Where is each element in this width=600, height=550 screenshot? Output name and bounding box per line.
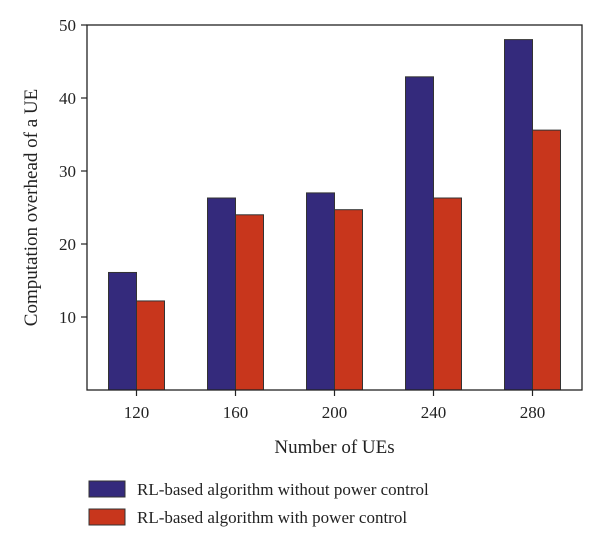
x-tick-label: 280 xyxy=(520,403,546,422)
legend-swatch-with-power-control xyxy=(88,508,126,526)
y-tick-label: 30 xyxy=(59,162,76,181)
y-axis: 10 20 30 40 50 xyxy=(59,16,87,327)
x-axis: 120 160 200 240 280 xyxy=(124,390,546,422)
y-tick-label: 50 xyxy=(59,16,76,35)
bar-without-power-control-240 xyxy=(405,76,434,391)
x-axis-title: Number of UEs xyxy=(274,437,394,458)
bar-without-power-control-120 xyxy=(108,271,137,391)
bar-with-power-control-200 xyxy=(334,209,363,391)
y-axis-title: Computation overhead of a UE xyxy=(21,89,42,326)
y-tick-label: 40 xyxy=(59,89,76,108)
x-tick-label: 240 xyxy=(421,403,447,422)
legend-label-with-power-control: RL-based algorithm with power control xyxy=(137,508,407,527)
bar-with-power-control-120 xyxy=(136,300,165,391)
plot-area xyxy=(108,39,561,391)
bar-without-power-control-280 xyxy=(504,39,533,391)
x-tick-label: 200 xyxy=(322,403,348,422)
legend: RL-based algorithm without power control… xyxy=(88,480,429,527)
x-tick-label: 160 xyxy=(223,403,249,422)
y-tick-label: 10 xyxy=(59,308,76,327)
bar-with-power-control-240 xyxy=(433,197,462,391)
y-tick-label: 20 xyxy=(59,235,76,254)
legend-label-without-power-control: RL-based algorithm without power control xyxy=(137,480,429,499)
x-tick-label: 120 xyxy=(124,403,150,422)
legend-swatch-without-power-control xyxy=(88,480,126,498)
bar-without-power-control-200 xyxy=(306,192,335,391)
bar-without-power-control-160 xyxy=(207,197,236,391)
bar-with-power-control-160 xyxy=(235,214,264,391)
bar-with-power-control-280 xyxy=(532,129,561,391)
